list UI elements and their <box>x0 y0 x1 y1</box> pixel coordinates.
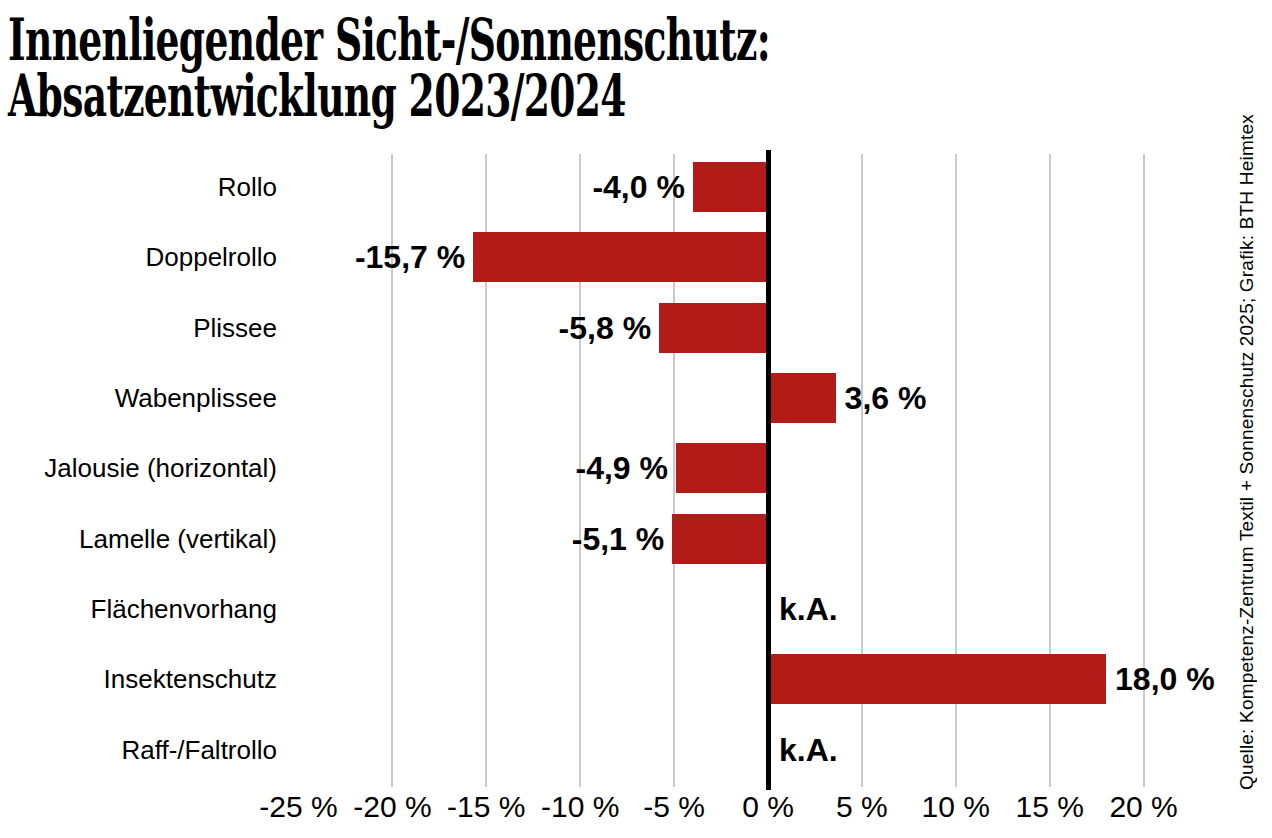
bar <box>768 373 836 423</box>
category-label: Plissee <box>0 312 277 343</box>
value-label: k.A. <box>779 731 838 768</box>
zero-axis-line <box>766 150 771 790</box>
category-label: Rollo <box>0 172 277 203</box>
x-tick-label: 20 % <box>1109 790 1177 824</box>
x-tick-label: 0 % <box>742 790 794 824</box>
bar <box>768 654 1106 704</box>
value-label: -5,1 % <box>572 520 664 557</box>
category-label: Insektenschutz <box>0 664 277 695</box>
bar <box>659 303 768 353</box>
x-tick-label: -20 % <box>353 790 431 824</box>
value-label: 3,6 % <box>845 380 927 417</box>
source-note: Quelle: Kompetenz-Zentrum Textil + Sonne… <box>1236 128 1264 790</box>
value-label: 18,0 % <box>1115 661 1215 698</box>
plot-area: Rollo -4,0 % Doppelrollo -15,7 % Plissee -5,8… <box>0 0 1272 838</box>
x-tick-label: -15 % <box>447 790 525 824</box>
bar <box>473 232 768 282</box>
x-tick-label: -5 % <box>643 790 705 824</box>
x-tick-label: 10 % <box>922 790 990 824</box>
category-label: Flächenvorhang <box>0 593 277 624</box>
value-label: -15,7 % <box>355 239 465 276</box>
bar <box>676 443 768 493</box>
value-label: -4,0 % <box>592 169 684 206</box>
x-tick-label: -10 % <box>541 790 619 824</box>
value-label: -4,9 % <box>576 450 668 487</box>
category-label: Lamelle (vertikal) <box>0 523 277 554</box>
category-label: Raff-/Faltrollo <box>0 734 277 765</box>
category-label: Wabenplissee <box>0 383 277 414</box>
value-label: -5,8 % <box>559 309 651 346</box>
x-tick-label: -25 % <box>259 790 337 824</box>
bar <box>693 162 768 212</box>
x-tick-label: 5 % <box>836 790 888 824</box>
value-label: k.A. <box>779 590 838 627</box>
category-label: Jalousie (horizontal) <box>0 453 277 484</box>
chart-canvas: Innenliegender Sicht-/Sonnenschutz: Absa… <box>0 0 1272 838</box>
category-label: Doppelrollo <box>0 242 277 273</box>
bar <box>672 514 768 564</box>
x-tick-label: 15 % <box>1015 790 1083 824</box>
